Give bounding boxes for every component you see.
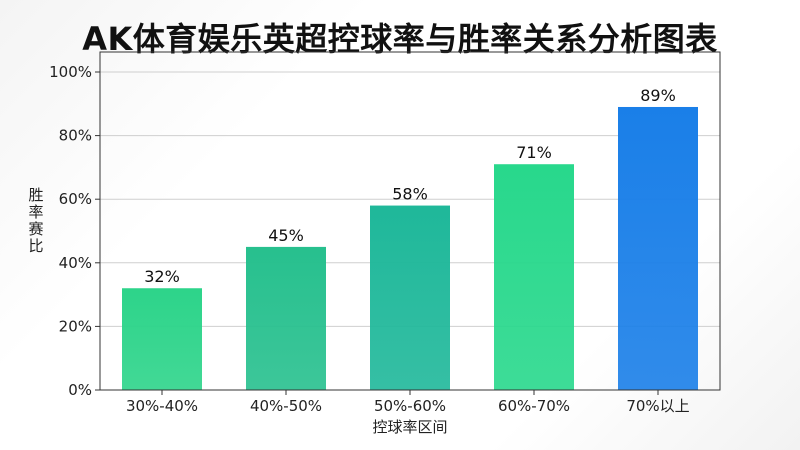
labels: 0% 20% 40% 60% 80% 100% 32% 30%-40% 45% 40%-50% 58… [49,63,690,415]
x-tick-label: 50%-60% [374,397,446,415]
y-tick-label: 80% [59,127,92,145]
data-label: 45% [268,226,304,245]
y-axis-title-char: 胜 [28,186,43,204]
y-tick-label: 40% [59,254,92,272]
y-tick-label: 100% [49,63,92,81]
y-tick-label: 20% [59,317,92,335]
bar [494,164,574,390]
y-axis-title-char: 赛 [28,220,43,238]
axes [99,51,721,395]
data-label: 89% [640,86,676,105]
data-label: 71% [516,143,552,162]
x-axis-title: 控球率区间 [372,418,447,436]
bars [122,106,698,390]
bar [122,288,202,390]
y-axis-title-char: 率 [28,203,43,221]
bar [370,205,450,390]
x-tick-label: 30%-40% [126,397,198,415]
y-axis-title-char: 比 [28,237,43,255]
data-label: 58% [392,185,428,204]
bar [618,106,698,390]
x-tick-label: 70%以上 [626,397,689,415]
y-tick-label: 0% [68,381,92,399]
x-tick-label: 60%-70% [498,397,570,415]
bar [246,246,326,390]
data-label: 32% [144,267,180,286]
y-tick-label: 60% [59,190,92,208]
x-tick-label: 40%-50% [250,397,322,415]
